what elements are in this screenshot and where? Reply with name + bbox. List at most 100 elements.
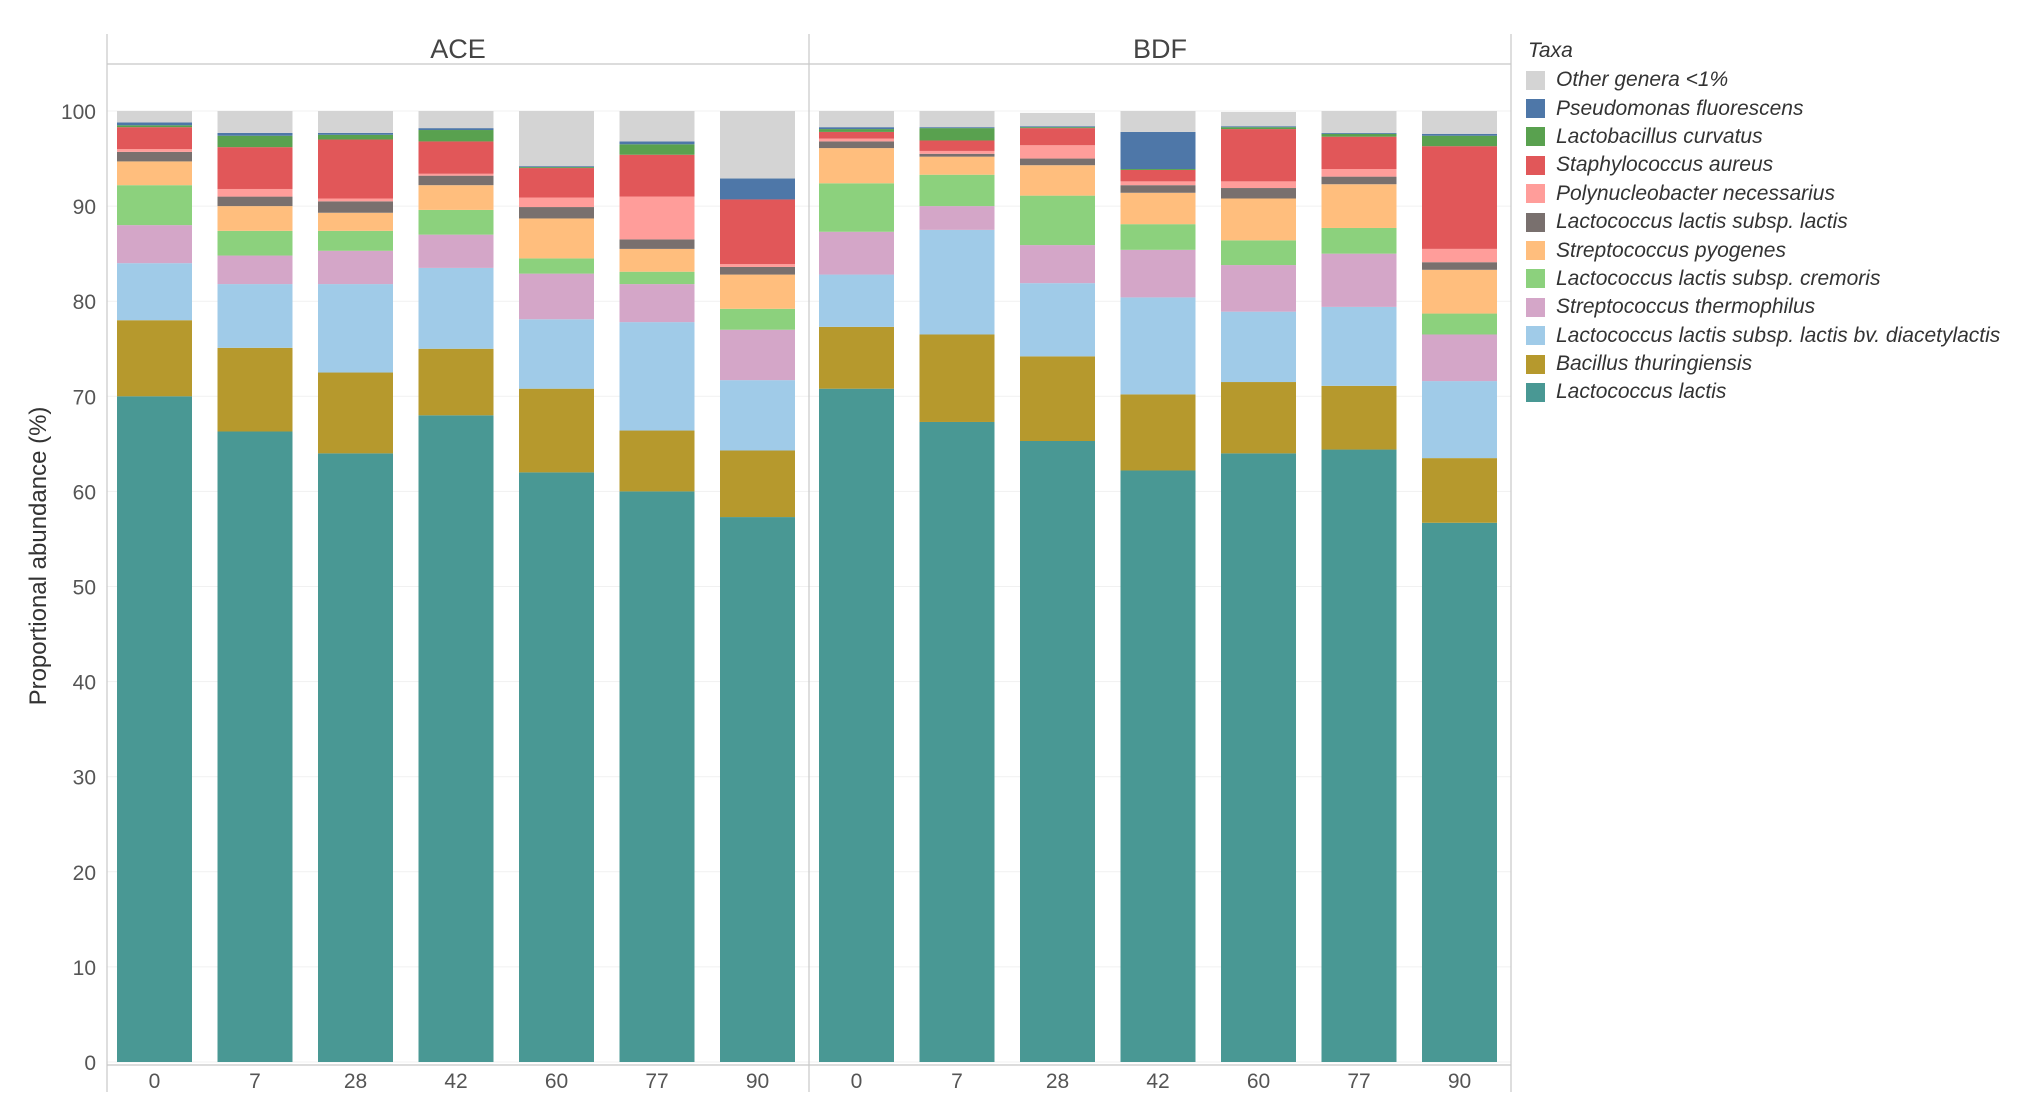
bar-segment [1020, 440, 1095, 1062]
bar-segment [1221, 129, 1296, 182]
bar-segment [619, 430, 695, 492]
x-tick-label: 77 [645, 1070, 668, 1093]
x-tick-label: 60 [545, 1070, 568, 1093]
bar-segment [217, 347, 293, 432]
bar-segment [1221, 382, 1296, 454]
bar-segment [1120, 192, 1196, 225]
legend-item: Streptococcus pyogenes [1526, 236, 2000, 264]
bar-segment [1321, 449, 1397, 1062]
x-tick-label: 90 [1448, 1070, 1471, 1093]
legend-swatch [1526, 354, 1545, 374]
x-tick-label: 0 [851, 1070, 863, 1093]
legend-label: Lactococcus lactis [1556, 380, 1727, 404]
bar-segment [1020, 165, 1095, 196]
bar-segment [1020, 195, 1095, 246]
bar-segment [1221, 240, 1296, 266]
legend-swatch [1526, 127, 1545, 147]
legend-swatch [1526, 184, 1545, 204]
bar-segment [1120, 249, 1196, 298]
bar-segment [418, 348, 494, 416]
legend-swatch [1526, 382, 1545, 402]
panel-title: BDF [1133, 34, 1187, 64]
bar-marks [117, 111, 1497, 1062]
bar-segment [720, 274, 795, 309]
bar-segment [318, 284, 393, 373]
bar-segment [1221, 127, 1296, 130]
bar-segment [819, 231, 894, 275]
y-tick-label: 20 [73, 862, 96, 885]
bar-segment [919, 206, 995, 230]
bar-segment [217, 206, 293, 231]
legend-item: Pseudomonas fluorescens [1526, 94, 2000, 122]
bar-segment [217, 188, 293, 197]
bar-segment [117, 149, 192, 152]
legend-swatch [1526, 269, 1545, 289]
legend-label: Streptococcus thermophilus [1556, 295, 1816, 319]
bar-segment [1120, 169, 1196, 170]
y-tick-label: 70 [73, 386, 96, 409]
bar-segment [117, 111, 192, 123]
legend-swatch [1526, 70, 1545, 90]
legend-swatch [1526, 326, 1545, 346]
bar-segment [1221, 126, 1296, 128]
y-tick-label: 0 [84, 1052, 96, 1075]
y-tick-label: 50 [73, 577, 96, 600]
bar-segment [1321, 184, 1397, 228]
legend-swatch [1526, 155, 1545, 175]
bar-segment [1422, 381, 1497, 459]
legend-swatch [1526, 241, 1545, 261]
bar-segment [217, 284, 293, 348]
bar-segment [1020, 145, 1095, 159]
bar-segment [1321, 136, 1397, 170]
bar-segment [117, 396, 192, 1062]
bar-segment [819, 326, 894, 389]
bar-segment [217, 147, 293, 189]
bar-segment [919, 140, 995, 151]
bar-segment [1321, 253, 1397, 307]
bar-segment [318, 453, 393, 1062]
bar-segment [619, 144, 695, 155]
legend-swatch [1526, 99, 1545, 119]
bar-segment [318, 250, 393, 285]
panel-titles: ACE BDF [430, 34, 1187, 64]
legend-label: Lactococcus lactis subsp. lactis bv. dia… [1556, 323, 2001, 347]
bar-segment [1120, 185, 1196, 193]
bar-segment [1422, 334, 1497, 382]
legend-item: Polynucleobacter necessarius [1526, 180, 2000, 208]
bar-segment [619, 111, 695, 142]
bar-segment [1221, 311, 1296, 383]
bar-segment [819, 141, 894, 149]
bar-segment [1221, 453, 1296, 1062]
legend-label: Bacillus thuringiensis [1556, 352, 1753, 376]
bar-segment [1422, 135, 1497, 147]
legend-label: Polynucleobacter necessarius [1556, 181, 1835, 205]
bar-segment [720, 178, 795, 200]
y-tick-label: 80 [73, 291, 96, 314]
bar-segment [519, 167, 594, 169]
x-tick-label: 7 [249, 1070, 261, 1093]
bar-segment [919, 150, 995, 154]
y-tick-label: 100 [61, 101, 96, 124]
bar-segment [1020, 126, 1095, 128]
bar-segment [418, 185, 494, 210]
y-tick-label: 90 [73, 196, 96, 219]
legend-label: Lactococcus lactis subsp. cremoris [1556, 266, 1881, 290]
x-tick-label: 77 [1347, 1070, 1370, 1093]
bar-segment [117, 320, 192, 397]
x-tick-label: 60 [1247, 1070, 1270, 1093]
legend-label: Streptococcus pyogenes [1556, 238, 1786, 262]
bar-segment [418, 173, 494, 176]
bar-segment [1422, 522, 1497, 1062]
bar-segment [1321, 176, 1397, 185]
bar-segment [418, 141, 494, 174]
bar-segment [1321, 111, 1397, 133]
bar-segment [819, 138, 894, 142]
bar-segment [720, 199, 795, 265]
bar-segment [519, 168, 594, 198]
legend-label: Lactobacillus curvatus [1556, 124, 1763, 148]
bar-segment [1422, 248, 1497, 263]
legend-label: Pseudomonas fluorescens [1556, 96, 1804, 120]
bar-segment [919, 111, 995, 128]
bar-segment [619, 141, 695, 145]
legend-item: Lactococcus lactis subsp. lactis [1526, 208, 2000, 236]
